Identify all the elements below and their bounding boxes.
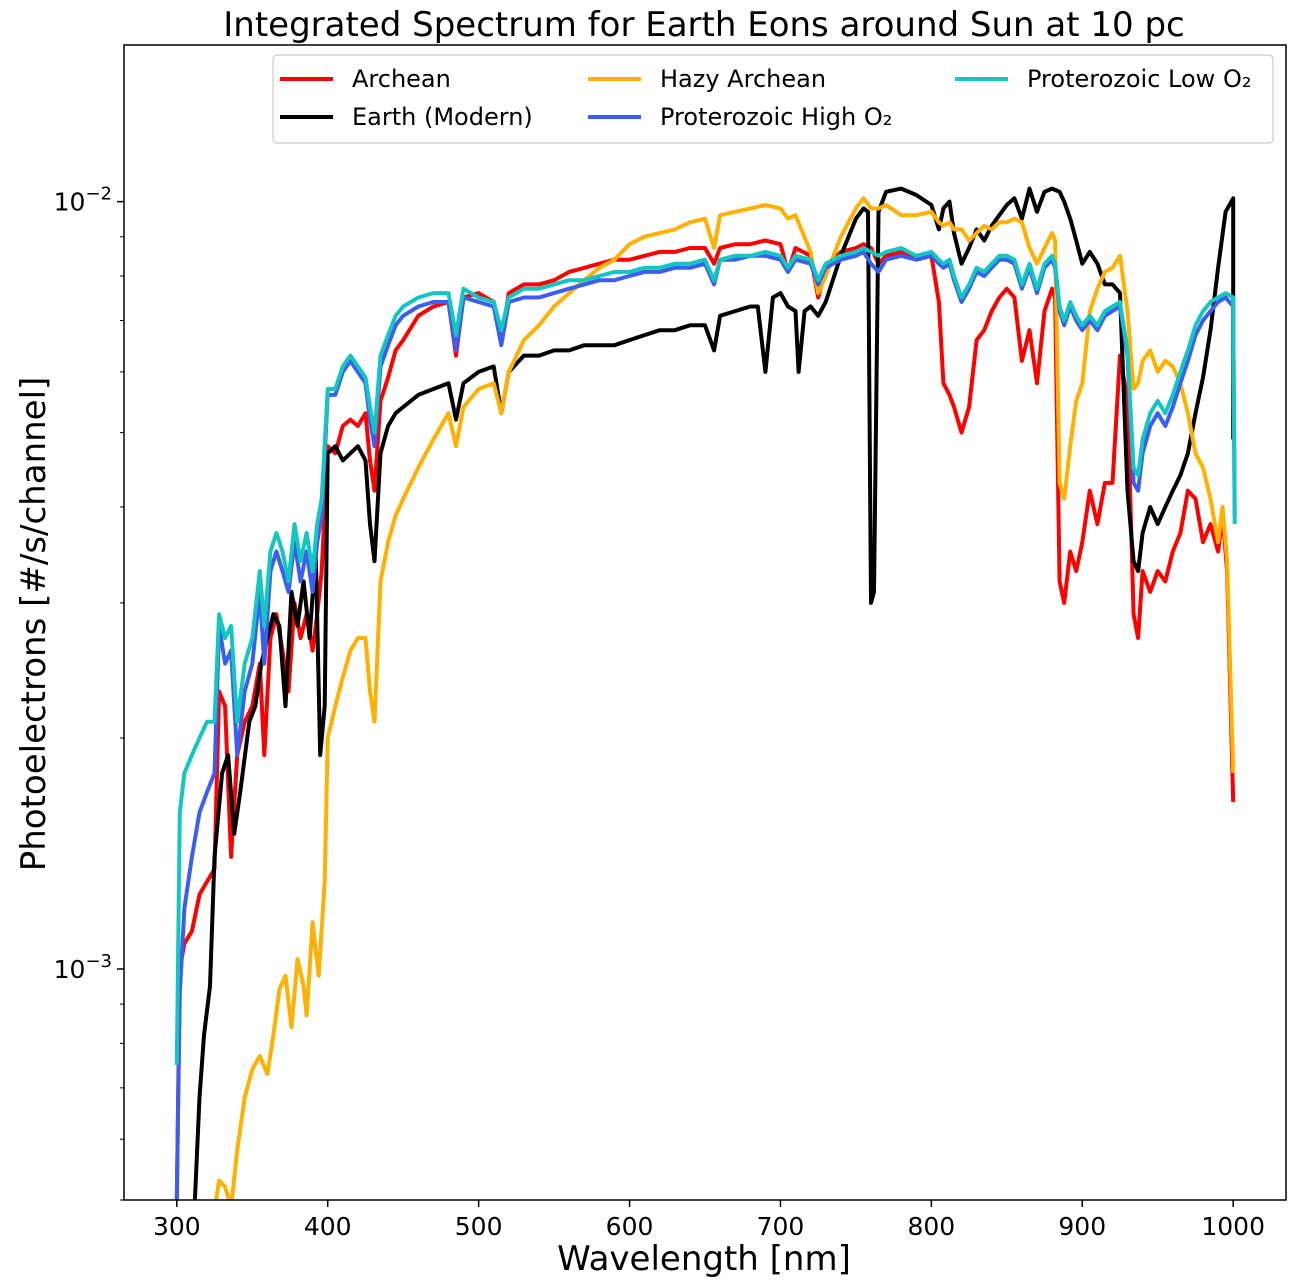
legend-label: Proterozoic Low O₂ — [1027, 65, 1251, 93]
x-tick-label: 900 — [1058, 1212, 1106, 1241]
x-tick-label: 1000 — [1201, 1212, 1265, 1241]
x-tick-label: 700 — [757, 1212, 805, 1241]
y-axis: 10−3 10−2 — [54, 184, 124, 1201]
series-lines — [174, 186, 1237, 1200]
legend-label: Earth (Modern) — [352, 103, 533, 131]
series-line-2 — [192, 186, 1236, 1200]
y-tick-label: 10−2 — [54, 184, 112, 217]
x-tick-label: 600 — [606, 1212, 654, 1241]
legend-label: Hazy Archean — [660, 65, 826, 93]
plot-area — [123, 44, 1287, 1201]
y-axis-label: Photoelectrons [#/s/channel] — [14, 377, 54, 872]
legend-box — [272, 54, 1274, 144]
series-line-1 — [174, 238, 1236, 1200]
y-tick-label: 10−3 — [54, 951, 112, 984]
legend-label: Archean — [352, 65, 451, 93]
legend-label: Proterozoic High O₂ — [660, 103, 892, 131]
x-tick-label: 300 — [153, 1212, 201, 1241]
chart-title: Integrated Spectrum for Earth Eons aroun… — [223, 5, 1184, 45]
x-tick-label: 800 — [908, 1212, 956, 1241]
x-axis-label: Wavelength [nm] — [557, 1239, 851, 1279]
x-axis: 300 400 500 600 700 800 900 1000 — [153, 1200, 1265, 1241]
x-tick-label: 400 — [304, 1212, 352, 1241]
series-line-3 — [214, 196, 1236, 1200]
x-tick-label: 500 — [455, 1212, 503, 1241]
legend: Archean Earth (Modern) Hazy Archean Protero… — [272, 54, 1274, 144]
series-line-5 — [174, 246, 1237, 1065]
